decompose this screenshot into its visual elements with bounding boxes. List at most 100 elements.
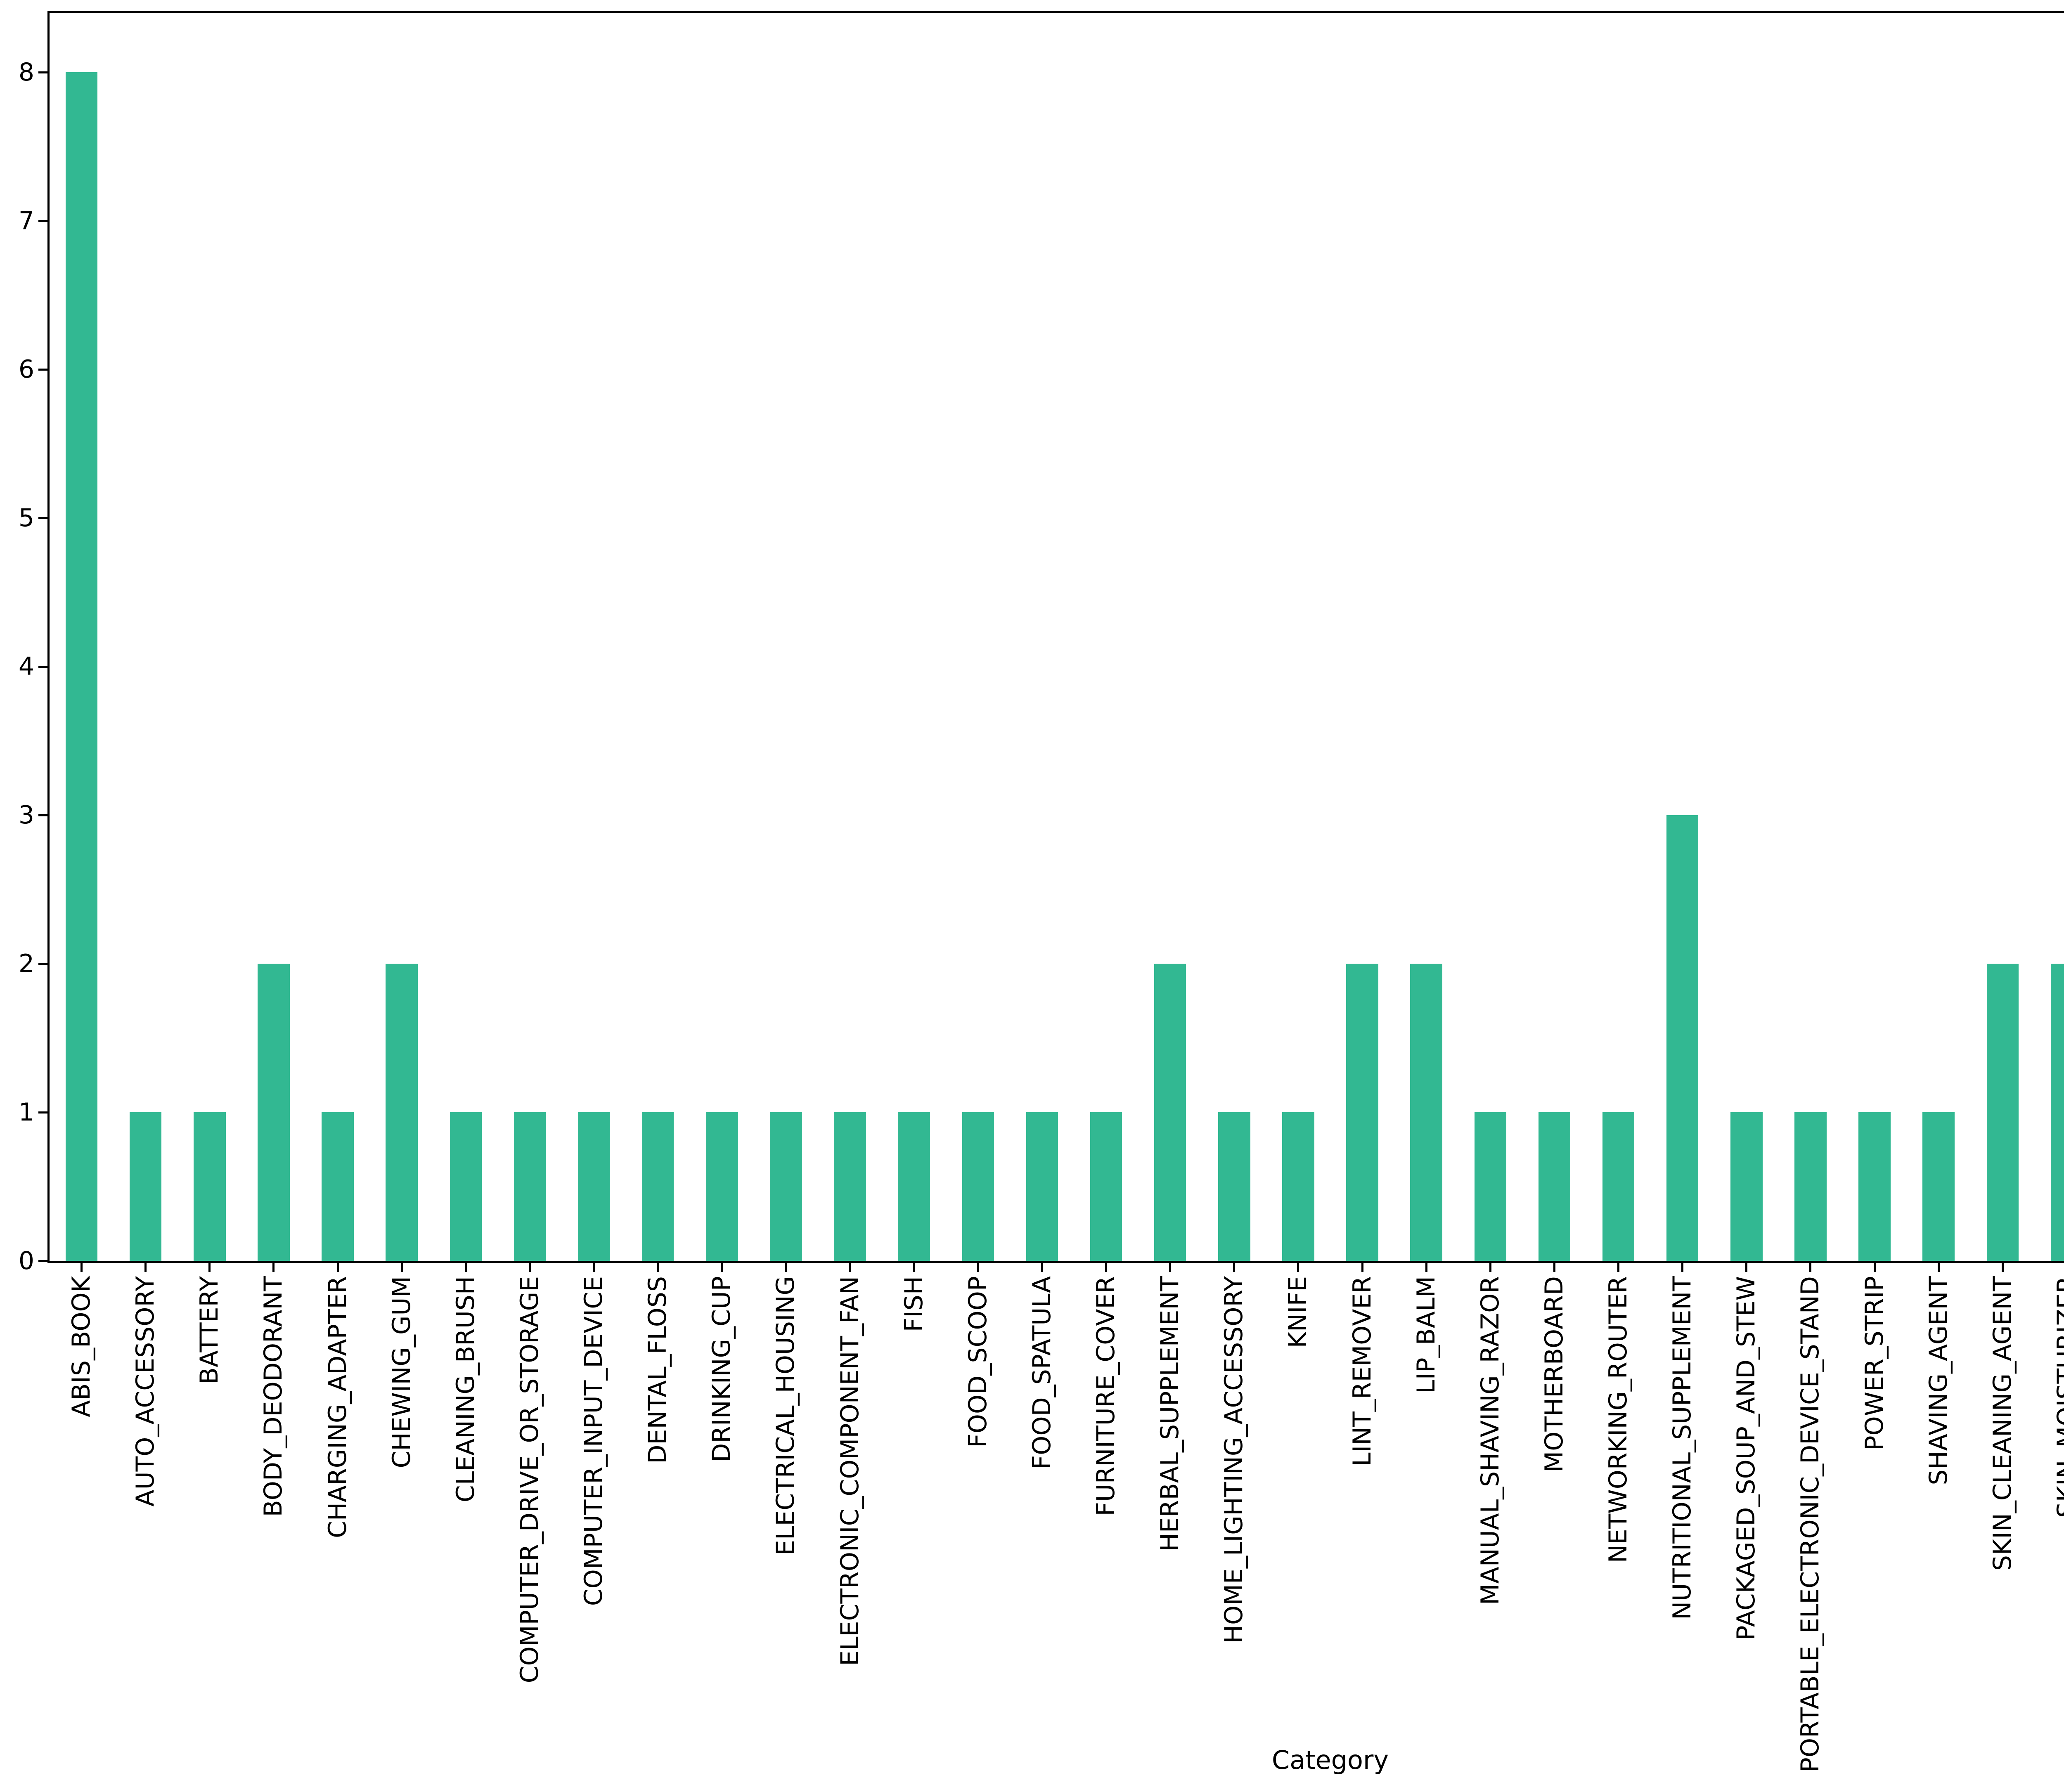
y-tick-label: 0	[18, 1246, 34, 1275]
x-tick-label: FISH	[899, 1276, 928, 1332]
x-tick	[977, 1263, 979, 1272]
x-tick-label: FURNITURE_COVER	[1091, 1276, 1121, 1516]
x-tick-label: FOOD_SPATULA	[1027, 1276, 1056, 1470]
x-tick	[1809, 1263, 1812, 1272]
plot-area	[47, 11, 2064, 1263]
x-tick-label: MANUAL_SHAVING_RAZOR	[1475, 1276, 1505, 1605]
x-tick-label: COMPUTER_INPUT_DEVICE	[579, 1276, 608, 1606]
x-tick-label: COMPUTER_DRIVE_OR_STORAGE	[515, 1276, 544, 1683]
bar	[1474, 1112, 1507, 1261]
y-tick	[38, 1111, 47, 1113]
x-tick-label: PORTABLE_ELECTRONIC_DEVICE_STAND	[1796, 1276, 1825, 1773]
bar	[1410, 964, 1442, 1261]
bar	[386, 964, 418, 1261]
bar	[1602, 1112, 1635, 1261]
x-tick	[1105, 1263, 1108, 1272]
bar	[1730, 1112, 1763, 1261]
y-tick	[38, 517, 47, 519]
bar	[1794, 1112, 1827, 1261]
y-tick-label: 3	[18, 801, 34, 830]
bar	[1282, 1112, 1314, 1261]
x-tick-label: CHARGING_ADAPTER	[323, 1276, 352, 1538]
bar	[514, 1112, 546, 1261]
y-tick-label: 1	[18, 1098, 34, 1127]
x-tick-label: NETWORKING_ROUTER	[1604, 1276, 1633, 1563]
x-tick-label: SHAVING_AGENT	[1924, 1276, 1953, 1485]
bar	[641, 1112, 674, 1261]
x-tick-label: LINT_REMOVER	[1347, 1276, 1377, 1466]
y-tick	[38, 368, 47, 371]
y-tick	[38, 962, 47, 965]
x-tick-label: POWER_STRIP	[1860, 1276, 1889, 1451]
y-tick-label: 2	[18, 949, 34, 978]
x-tick-label: DRINKING_CUP	[707, 1276, 736, 1462]
x-tick	[1361, 1263, 1363, 1272]
x-tick	[1169, 1263, 1172, 1272]
x-tick	[400, 1263, 403, 1272]
bar	[129, 1112, 162, 1261]
x-tick	[144, 1263, 147, 1272]
y-tick	[38, 220, 47, 222]
bar	[578, 1112, 610, 1261]
bar	[1218, 1112, 1250, 1261]
y-tick-label: 5	[18, 504, 34, 532]
x-tick	[1937, 1263, 1940, 1272]
x-tick-label: AUTO_ACCESSORY	[131, 1276, 160, 1507]
y-tick	[38, 665, 47, 668]
bar	[450, 1112, 482, 1261]
bar	[1346, 964, 1378, 1261]
bar	[194, 1112, 226, 1261]
y-tick-label: 4	[18, 652, 34, 681]
x-tick	[272, 1263, 275, 1272]
x-tick-label: CLEANING_BRUSH	[451, 1276, 480, 1503]
bar	[962, 1112, 994, 1261]
bar	[1922, 1112, 1955, 1261]
bar	[1858, 1112, 1891, 1261]
x-tick	[464, 1263, 467, 1272]
x-tick	[208, 1263, 211, 1272]
x-tick-label: BODY_DEODORANT	[259, 1276, 288, 1517]
bar	[258, 964, 290, 1261]
bar	[706, 1112, 738, 1261]
y-tick	[38, 1260, 47, 1262]
x-tick	[1233, 1263, 1236, 1272]
x-tick-label: CHEWING_GUM	[387, 1276, 416, 1468]
bar	[834, 1112, 866, 1261]
x-tick	[593, 1263, 595, 1272]
y-tick-label: 7	[18, 206, 34, 235]
x-tick-label: LIP_BALM	[1411, 1276, 1441, 1394]
bar	[770, 1112, 802, 1261]
x-tick	[721, 1263, 723, 1272]
x-tick	[528, 1263, 531, 1272]
x-tick	[80, 1263, 83, 1272]
bar	[1538, 1112, 1571, 1261]
y-tick-label: 6	[18, 355, 34, 384]
bar	[1986, 964, 2019, 1261]
x-tick-label: MOTHERBOARD	[1539, 1276, 1569, 1473]
x-tick-label: FOOD_SCOOP	[963, 1276, 992, 1448]
bar	[898, 1112, 930, 1261]
x-tick	[336, 1263, 339, 1272]
x-tick-label: HERBAL_SUPPLEMENT	[1155, 1276, 1185, 1552]
x-tick-label: HOME_LIGHTING_ACCESSORY	[1219, 1276, 1249, 1644]
x-tick	[1617, 1263, 1620, 1272]
bar	[1666, 815, 1699, 1261]
x-tick	[1489, 1263, 1491, 1272]
x-tick	[849, 1263, 851, 1272]
x-tick	[1745, 1263, 1748, 1272]
x-axis-title: Category	[1271, 1745, 1389, 1775]
bar	[1154, 964, 1186, 1261]
x-tick-label: DENTAL_FLOSS	[643, 1276, 672, 1464]
x-tick-label: BATTERY	[195, 1276, 224, 1385]
bar	[1090, 1112, 1122, 1261]
x-tick	[657, 1263, 659, 1272]
x-tick-label: NUTRITIONAL_SUPPLEMENT	[1668, 1276, 1697, 1620]
x-tick-label: PACKAGED_SOUP_AND_STEW	[1732, 1276, 1761, 1641]
x-tick-label: KNIFE	[1283, 1276, 1313, 1348]
x-tick	[1041, 1263, 1043, 1272]
x-tick	[2001, 1263, 2004, 1272]
bar	[65, 72, 98, 1261]
x-tick-label: SKIN_MOISTURIZER	[2052, 1276, 2064, 1518]
bar	[1026, 1112, 1058, 1261]
